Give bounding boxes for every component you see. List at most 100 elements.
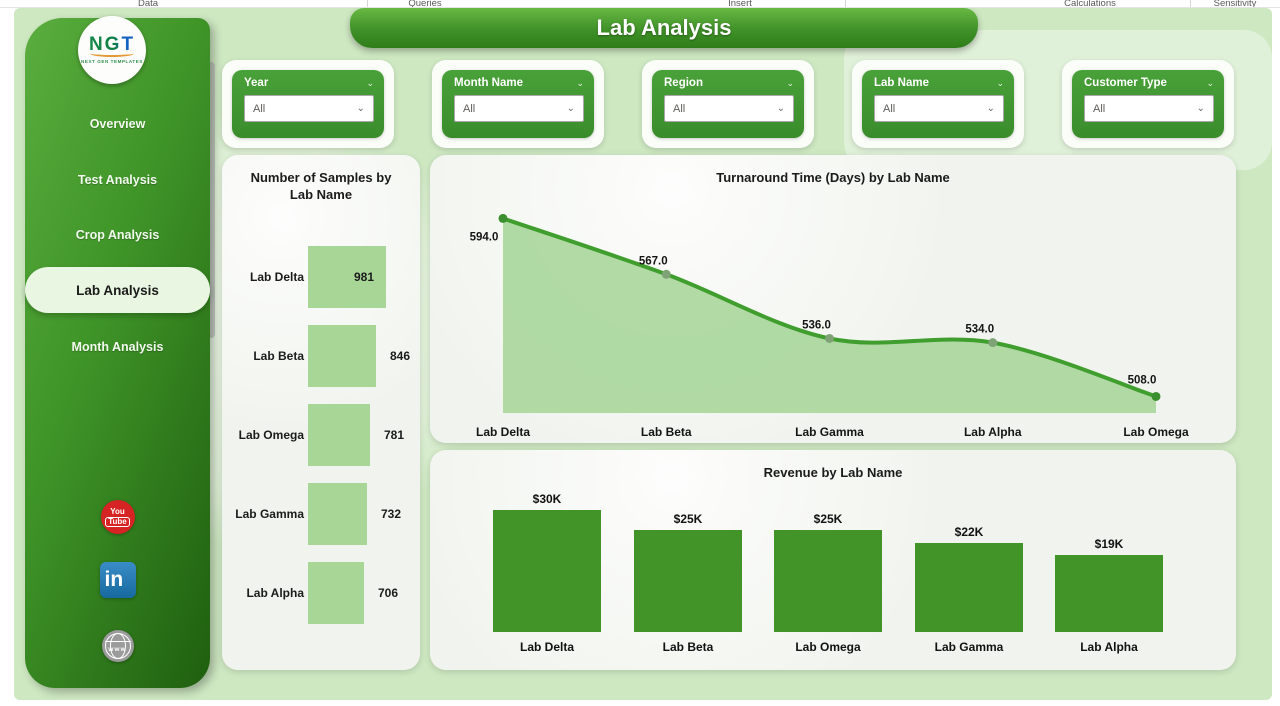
- selected-value: All: [463, 102, 476, 115]
- slicer-label: Month Name: [454, 77, 523, 89]
- data-label: $19K: [1094, 537, 1124, 551]
- ribbon-tab-insert[interactable]: Insert: [728, 0, 752, 8]
- data-label: 981: [354, 270, 375, 284]
- sidebar: NGT NEXT GEN TEMPLATES Overview Test Anal…: [25, 16, 210, 688]
- chevron-down-icon: ⌄: [566, 103, 575, 114]
- youtube-icon[interactable]: You Tube: [100, 500, 135, 534]
- data-label: 534.0: [965, 324, 994, 336]
- category-label: Lab Alpha: [1080, 640, 1138, 654]
- slicer: Customer Type ⌄ All ⌄: [1072, 70, 1224, 138]
- axis-label: Lab Gamma: [795, 425, 864, 439]
- chevron-down-icon[interactable]: ⌄: [1206, 77, 1214, 88]
- revenue-bar-lab-beta[interactable]: [634, 530, 742, 632]
- sidebar-item-lab-analysis[interactable]: Lab Analysis: [25, 267, 210, 313]
- sidebar-item-test-analysis[interactable]: Test Analysis: [77, 173, 158, 187]
- chevron-down-icon: ⌄: [986, 103, 995, 114]
- category-label: Lab Delta: [249, 270, 304, 284]
- ribbon-separator: [367, 0, 368, 7]
- chevron-down-icon[interactable]: ⌄: [576, 77, 584, 88]
- chevron-down-icon: ⌄: [776, 103, 785, 114]
- filter-card-year: Year ⌄ All ⌄: [222, 60, 394, 148]
- category-label: Lab Omega: [795, 640, 861, 654]
- data-label: $30K: [532, 492, 562, 506]
- ribbon-separator: [845, 0, 846, 7]
- ribbon-tab-calculations[interactable]: Calculations: [1064, 0, 1116, 8]
- samples-chart-card: Number of Samples by Lab Name Lab Delta 9…: [222, 155, 420, 670]
- revenue-bar-lab-alpha[interactable]: [1055, 555, 1163, 632]
- axis-label: Lab Delta: [476, 425, 530, 439]
- slicer-label: Customer Type: [1084, 77, 1167, 89]
- linkedin-icon[interactable]: in: [99, 562, 136, 598]
- slicer-label: Region: [664, 77, 703, 89]
- slicer: Lab Name ⌄ All ⌄: [862, 70, 1014, 138]
- selected-value: All: [673, 102, 686, 115]
- logo-text: NGT: [88, 34, 136, 55]
- data-point-lab-gamma[interactable]: [825, 333, 834, 343]
- website-globe-icon[interactable]: www: [101, 630, 134, 662]
- data-label: 567.0: [639, 255, 668, 267]
- revenue-bar-lab-omega[interactable]: [774, 530, 882, 632]
- sample-bar-lab-delta[interactable]: [308, 246, 386, 308]
- chart-title: Turnaround Time (Days) by Lab Name: [716, 170, 950, 185]
- category-label: Lab Omega: [238, 428, 304, 442]
- scrollbar[interactable]: [206, 62, 215, 338]
- data-label: 781: [384, 428, 405, 442]
- slicer-dropdown-lab-name[interactable]: All ⌄: [874, 95, 1004, 122]
- ribbon-tab-queries[interactable]: Queries: [408, 0, 442, 8]
- data-label: $22K: [954, 525, 984, 539]
- category-label: Lab Beta: [253, 349, 304, 363]
- slicer-dropdown-region[interactable]: All ⌄: [664, 95, 794, 122]
- slicer-dropdown-year[interactable]: All ⌄: [244, 95, 374, 122]
- revenue-bar-lab-delta[interactable]: [493, 510, 601, 632]
- slicer: Region ⌄ All ⌄: [652, 70, 804, 138]
- selected-value: All: [1093, 102, 1106, 115]
- revenue-bar-lab-gamma[interactable]: [915, 543, 1023, 632]
- filter-card-lab-name: Lab Name ⌄ All ⌄: [852, 60, 1024, 148]
- category-label: Lab Beta: [662, 640, 714, 654]
- chevron-down-icon[interactable]: ⌄: [996, 77, 1004, 88]
- data-point-lab-alpha[interactable]: [988, 338, 998, 348]
- app-ribbon: Data Queries Insert Calculations Sensitivity: [0, 0, 1280, 8]
- axis-label: Lab Beta: [641, 425, 692, 439]
- ngt-logo: NGT NEXT GEN TEMPLATES: [78, 16, 146, 84]
- chart-title: Revenue by Lab Name: [763, 465, 903, 480]
- sidebar-item-month-analysis[interactable]: Month Analysis: [71, 340, 164, 354]
- category-label: Lab Gamma: [235, 507, 304, 521]
- chevron-down-icon[interactable]: ⌄: [366, 77, 374, 88]
- data-point-lab-delta[interactable]: [498, 213, 508, 223]
- ribbon-tab-data[interactable]: Data: [137, 0, 159, 8]
- slicer: Month Name ⌄ All ⌄: [442, 70, 594, 138]
- axis-label: Lab Alpha: [964, 425, 1022, 439]
- chevron-down-icon: ⌄: [1196, 103, 1205, 114]
- selected-value: All: [883, 102, 896, 115]
- slicer-dropdown-customer-type[interactable]: All ⌄: [1084, 95, 1214, 122]
- category-label: Lab Alpha: [246, 586, 304, 600]
- category-label: Lab Gamma: [934, 640, 1004, 654]
- page-title: Lab Analysis: [350, 8, 978, 48]
- data-point-lab-omega[interactable]: [1151, 391, 1161, 401]
- ribbon-separator: [1190, 0, 1191, 7]
- filter-card-month-name: Month Name ⌄ All ⌄: [432, 60, 604, 148]
- sample-bar-lab-beta[interactable]: [308, 325, 376, 387]
- sidebar-item-overview[interactable]: Overview: [89, 117, 146, 131]
- data-label: 536.0: [802, 319, 831, 331]
- data-label: 706: [378, 586, 399, 600]
- turnaround-area-chart: 594.0 Lab Delta 567.0 Lab Beta 536.0 Lab Gamm…: [470, 213, 1189, 439]
- chevron-down-icon[interactable]: ⌄: [786, 77, 794, 88]
- sample-bar-lab-omega[interactable]: [308, 404, 370, 466]
- slicer-dropdown-month-name[interactable]: All ⌄: [454, 95, 584, 122]
- logo-swoosh: [90, 50, 134, 57]
- sample-bar-lab-alpha[interactable]: [308, 562, 364, 624]
- slicer-label: Lab Name: [874, 77, 929, 89]
- sidebar-item-crop-analysis[interactable]: Crop Analysis: [75, 228, 160, 242]
- data-point-lab-beta[interactable]: [661, 269, 671, 279]
- sample-bar-lab-gamma[interactable]: [308, 483, 367, 545]
- area-fill: [503, 218, 1156, 413]
- axis-label: Lab Omega: [1123, 425, 1189, 439]
- ribbon-tab-sensitivity[interactable]: Sensitivity: [1213, 0, 1257, 8]
- data-label: 846: [390, 349, 411, 363]
- data-label: $25K: [813, 512, 843, 526]
- filter-card-region: Region ⌄ All ⌄: [642, 60, 814, 148]
- dashboard-canvas: NGT NEXT GEN TEMPLATES Overview Test Anal…: [14, 8, 1272, 700]
- chart-title: Number of Samples by Lab Name: [250, 170, 392, 202]
